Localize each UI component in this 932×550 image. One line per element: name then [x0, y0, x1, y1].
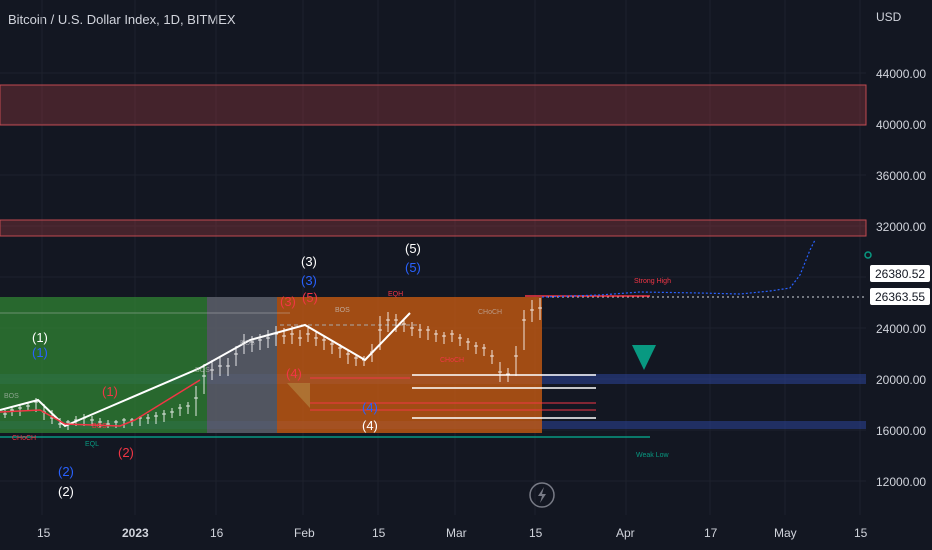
price-tick: 24000.00 [876, 322, 926, 336]
wave-label[interactable]: (3) [301, 254, 317, 269]
structure-labels: CHoCH BOS EQL BOS BOS EQH CHoCH CHoCH BO… [4, 278, 671, 459]
time-tick: 15 [854, 526, 868, 540]
wave-label[interactable]: (4) [362, 418, 378, 433]
wave-label[interactable]: (3) [301, 273, 317, 288]
arrow-down-icon[interactable] [632, 345, 656, 370]
wave-label[interactable]: (2) [58, 464, 74, 479]
wave-label[interactable]: (5) [302, 290, 318, 305]
wave-label[interactable]: (1) [102, 384, 118, 399]
eql-label: EQL [85, 441, 99, 448]
time-tick: 15 [529, 526, 543, 540]
time-tick: 15 [37, 526, 51, 540]
wave-label[interactable]: (1) [32, 330, 48, 345]
time-tick: 2023 [122, 526, 149, 540]
time-tick: Feb [294, 526, 315, 540]
eqh-label: EQH [388, 291, 403, 298]
bos-label: BOS [195, 367, 210, 374]
time-tick: 16 [210, 526, 224, 540]
wave-label[interactable]: (1) [32, 345, 48, 360]
wave-line-red[interactable] [0, 379, 201, 427]
wave-label[interactable]: (2) [58, 484, 74, 499]
bos-label: BOS [335, 307, 350, 314]
marker-dot [864, 251, 872, 259]
wave-labels: (1) (1) (1) (2) (2) (2) (3) (3) (3) (4) … [32, 241, 421, 499]
wave-label[interactable]: (5) [405, 241, 421, 256]
price-tick: 16000.00 [876, 424, 926, 438]
price-tag-last-text: 26363.55 [875, 290, 925, 304]
price-tick: 40000.00 [876, 118, 926, 132]
range-box-orange[interactable] [277, 297, 542, 433]
time-axis[interactable]: 15 2023 16 Feb 15 Mar 15 Apr 17 May 15 [37, 526, 868, 540]
range-box-gray[interactable] [207, 297, 277, 433]
choch-label: CHoCH [440, 357, 464, 364]
weak-low-label: Weak Low [636, 452, 669, 459]
bos-label: BOS [4, 393, 19, 400]
price-axis[interactable]: 44000.00 40000.00 36000.00 32000.00 2400… [876, 67, 926, 489]
projection-line[interactable] [541, 239, 816, 298]
choch-label: CHoCH [478, 309, 502, 316]
wave-label[interactable]: (3) [280, 294, 296, 309]
price-tick: 44000.00 [876, 67, 926, 81]
price-tick: 12000.00 [876, 475, 926, 489]
strong-high-label: Strong High [634, 278, 671, 285]
price-tag-upper[interactable]: 26380.52 [870, 265, 930, 282]
price-tick: 32000.00 [876, 220, 926, 234]
bos-label: BOS [240, 340, 255, 347]
bos-label: BOS [92, 423, 107, 430]
time-tick: May [774, 526, 797, 540]
wave-label[interactable]: (4) [286, 366, 302, 381]
price-tick: 20000.00 [876, 373, 926, 387]
wave-label[interactable]: (5) [405, 260, 421, 275]
price-tick: 36000.00 [876, 169, 926, 183]
price-tag-upper-text: 26380.52 [875, 267, 925, 281]
wave-line-white[interactable] [0, 312, 411, 428]
lightning-icon[interactable] [529, 482, 555, 508]
supply-zone-upper[interactable] [0, 84, 867, 126]
arrow-down-icon[interactable] [287, 383, 310, 408]
time-tick: 17 [704, 526, 718, 540]
currency-label[interactable]: USD [876, 10, 902, 24]
range-box-green[interactable] [0, 297, 207, 433]
supply-zone-lower[interactable] [0, 219, 867, 237]
wave-label[interactable]: (2) [118, 445, 134, 460]
price-tag-last[interactable]: 26363.55 [870, 288, 930, 305]
chart-title[interactable]: Bitcoin / U.S. Dollar Index, 1D, BITMEX [8, 12, 236, 27]
wave-label[interactable]: (4) [362, 400, 378, 415]
time-tick: 15 [372, 526, 386, 540]
time-tick: Mar [446, 526, 467, 540]
choch-label: CHoCH [12, 435, 36, 442]
time-tick: Apr [616, 526, 635, 540]
level-lines [0, 312, 596, 419]
